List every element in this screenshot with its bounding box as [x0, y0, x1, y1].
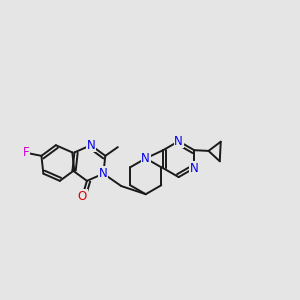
Text: N: N: [99, 167, 108, 180]
Text: F: F: [23, 146, 30, 159]
Text: N: N: [141, 152, 150, 165]
Text: N: N: [174, 135, 183, 148]
Text: O: O: [78, 190, 87, 203]
Text: N: N: [86, 139, 95, 152]
Text: N: N: [190, 162, 199, 175]
